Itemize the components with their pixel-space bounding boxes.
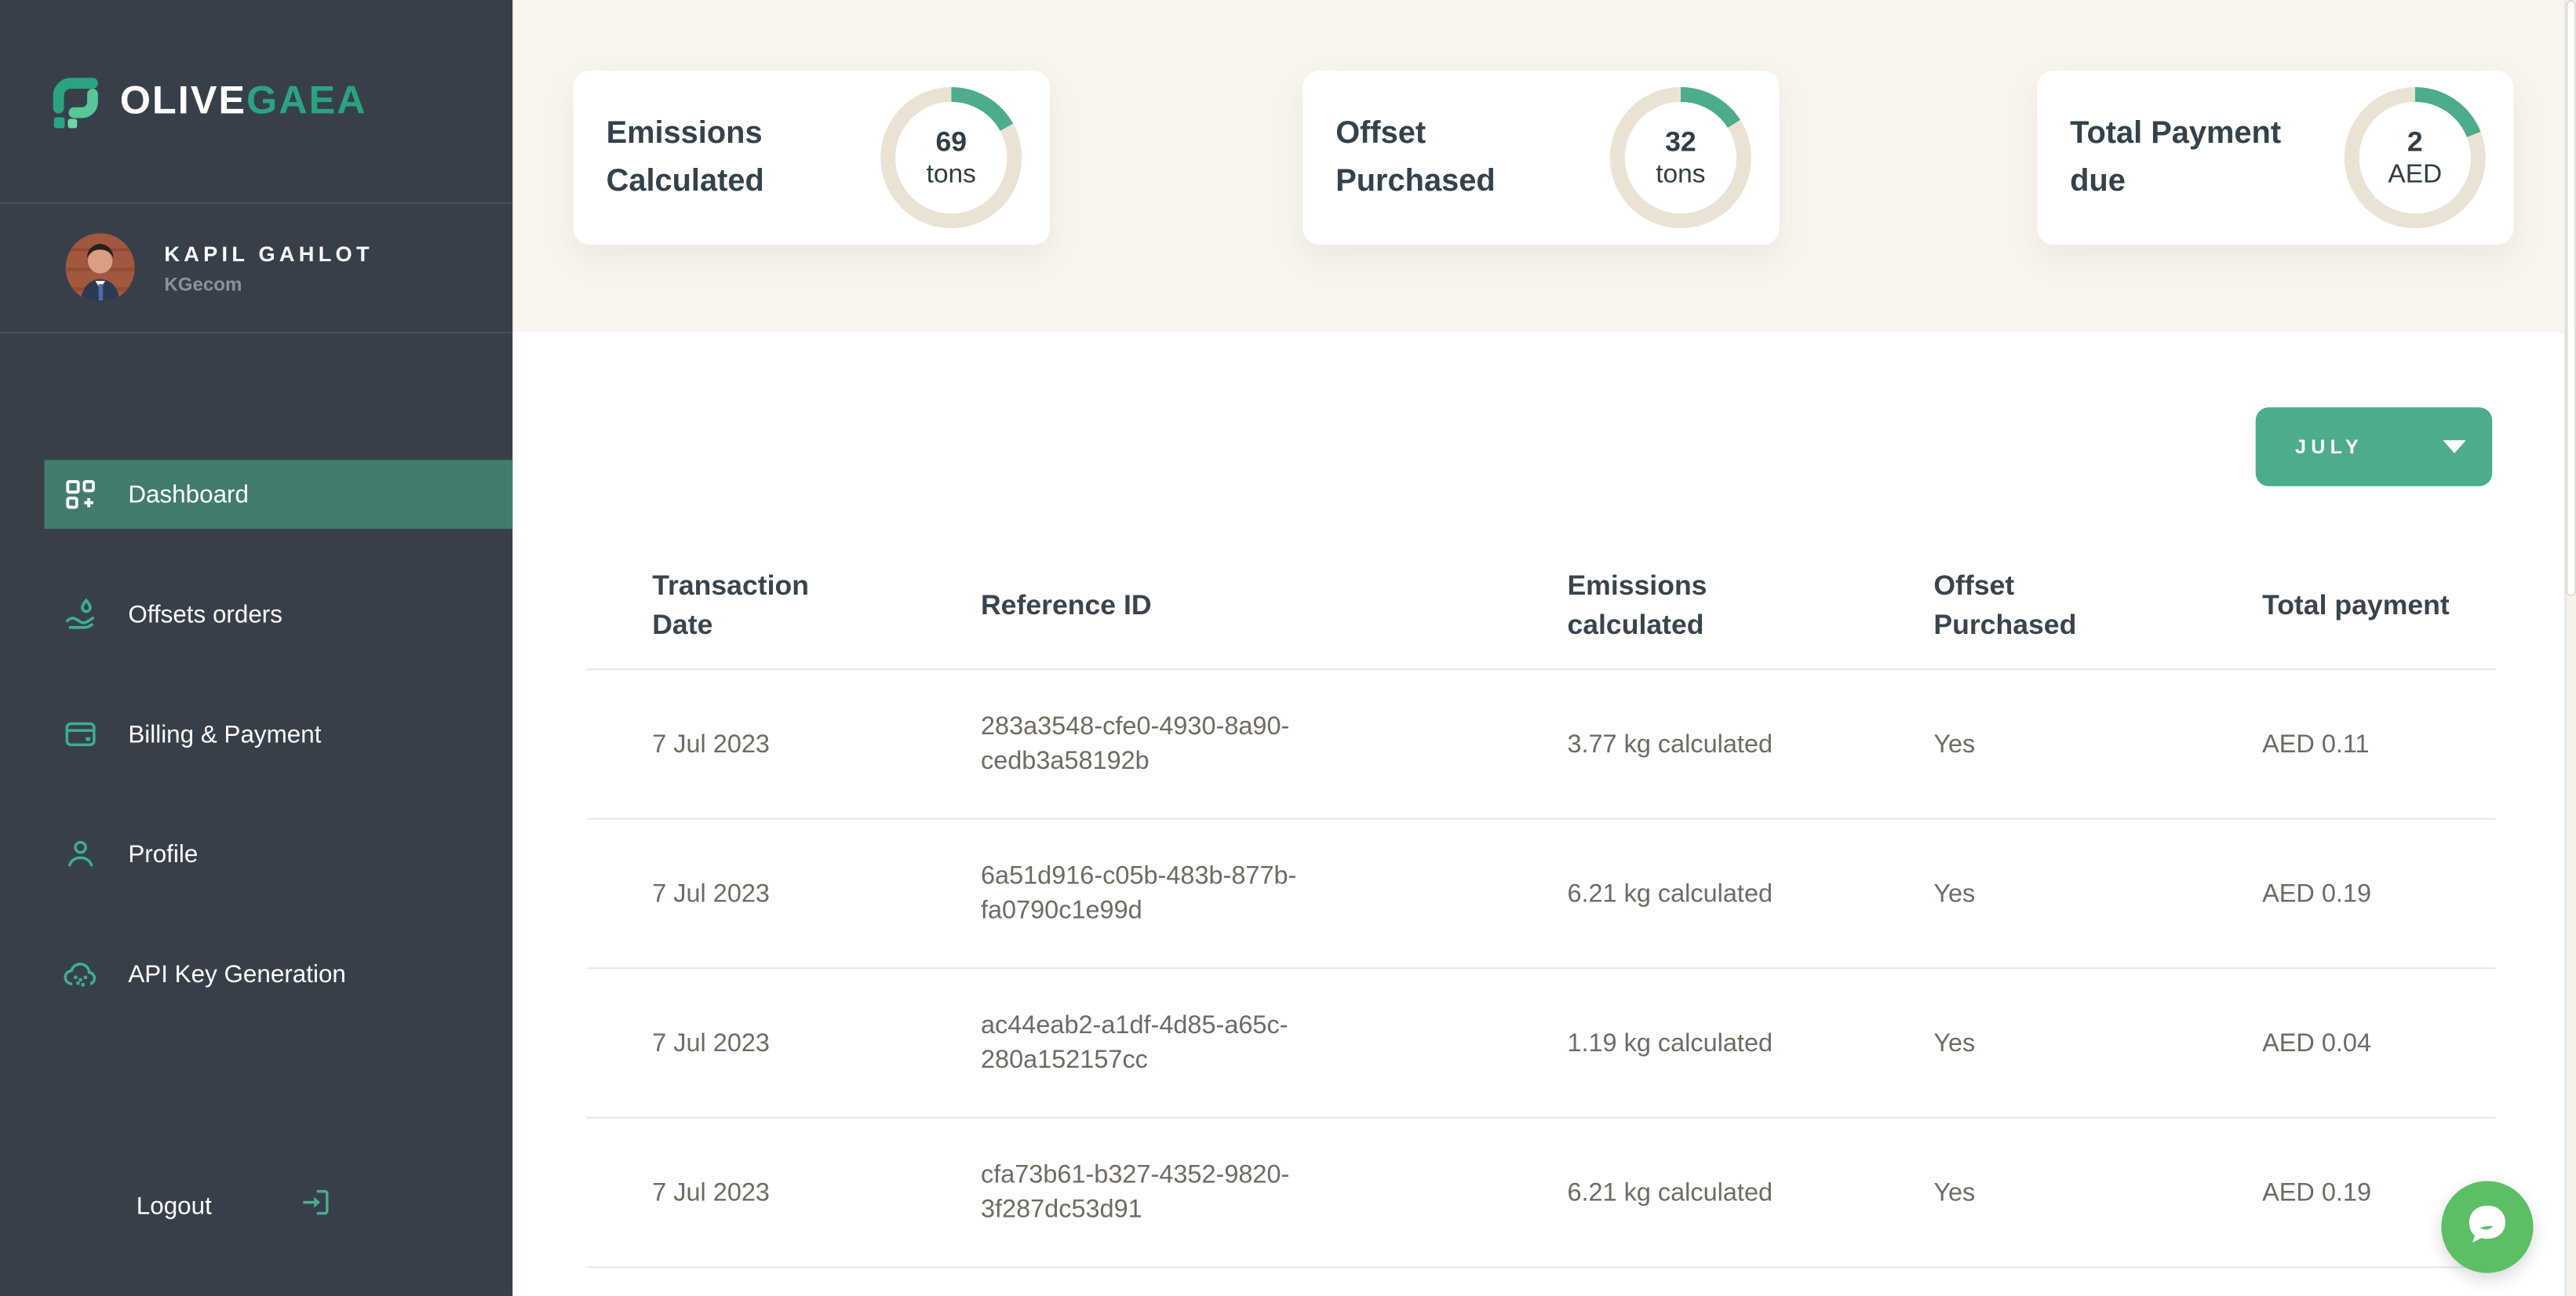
column-header-offset-purchased: Offset Purchased: [1933, 569, 2077, 640]
dashboard-grid-icon: [60, 475, 100, 514]
sidebar-item-billing-payment[interactable]: Billing & Payment: [0, 700, 512, 769]
cell-reference-id: 283a3548-cfe0-4930-8a90-cedb3a58192b: [980, 712, 1290, 776]
column-header-total-payment: Total payment: [2262, 588, 2450, 621]
user-company: KGecom: [164, 275, 242, 295]
chevron-down-icon: [2443, 440, 2466, 453]
sidebar-item-dashboard[interactable]: Dashboard: [44, 460, 513, 530]
cell-reference-id: cfa73b61-b327-4352-9820-3f287dc53d91: [980, 1161, 1290, 1224]
sidebar-item-profile[interactable]: Profile: [0, 820, 512, 889]
stat-title: Offset Purchased: [1335, 116, 1496, 199]
cell-offset: Yes: [1933, 1028, 1976, 1058]
stat-title: Total Payment due: [2070, 116, 2282, 199]
stat-unit: tons: [1656, 160, 1706, 188]
sidebar-item-offsets-orders[interactable]: Offsets orders: [0, 580, 512, 649]
content-panel: JULY Transaction Date Reference ID Emiss…: [512, 331, 2576, 1296]
table-row: 7 Jul 2023 283a3548-cfe0-4930-8a90-cedb3…: [586, 670, 2496, 820]
sidebar-item-label: API Key Generation: [128, 959, 346, 988]
emissions-donut-chart: 69 tons: [880, 86, 1022, 229]
stat-unit: AED: [2388, 160, 2443, 188]
cell-offset: Yes: [1933, 730, 1976, 759]
logout-button[interactable]: Logout: [137, 1186, 332, 1227]
scrollbar-thumb[interactable]: [2566, 0, 2576, 596]
month-filter-dropdown[interactable]: JULY: [2255, 407, 2493, 486]
stat-card-total-payment-due: Total Payment due 2 AED: [2037, 71, 2514, 245]
table-row: 7 Jul 2023 cfa73b61-b327-4352-9820-3f287…: [586, 1119, 2496, 1269]
column-header-transaction-date: Transaction Date: [652, 569, 810, 640]
sidebar-divider: [0, 202, 513, 204]
cell-payment: AED 0.11: [2262, 730, 2370, 759]
logo: OLIVEGAEA: [0, 0, 512, 137]
cell-payment: AED 0.04: [2262, 1028, 2372, 1058]
cell-emissions: 1.19 kg calculated: [1567, 1028, 1773, 1058]
stat-value: 2: [2407, 126, 2423, 157]
user-name: KAPIL GAHLOT: [164, 240, 373, 266]
cell-transaction-date: 7 Jul 2023: [652, 730, 770, 759]
stat-value: 32: [1665, 126, 1696, 157]
chat-bubble-icon: [2459, 1196, 2515, 1257]
transactions-table: Transaction Date Reference ID Emissions …: [586, 542, 2496, 1269]
cell-transaction-date: 7 Jul 2023: [652, 879, 770, 908]
cell-payment: AED 0.19: [2262, 879, 2372, 908]
cell-offset: Yes: [1933, 1178, 1976, 1207]
sidebar-divider: [0, 331, 513, 334]
credit-card-icon: [60, 715, 100, 754]
cell-transaction-date: 7 Jul 2023: [652, 1028, 770, 1058]
payment-donut-chart: 2 AED: [2344, 86, 2486, 229]
user-profile[interactable]: KAPIL GAHLOT KGecom: [0, 204, 512, 332]
table-row: 7 Jul 2023 ac44eab2-a1df-4d85-a65c-280a1…: [586, 969, 2496, 1119]
cell-reference-id: 6a51d916-c05b-483b-877b-fa0790c1e99d: [980, 862, 1297, 925]
sidebar-item-label: Dashboard: [128, 480, 249, 509]
logo-icon: [53, 77, 98, 128]
table-header-row: Transaction Date Reference ID Emissions …: [586, 542, 2496, 671]
stat-unit: tons: [926, 160, 976, 188]
scrollbar[interactable]: [2564, 0, 2576, 1296]
sidebar-item-label: Billing & Payment: [128, 720, 322, 748]
person-icon: [60, 835, 100, 874]
sidebar: OLIVEGAEA KAPIL GAHLOT KGecom: [0, 0, 513, 1296]
stat-value: 69: [935, 126, 967, 157]
cell-emissions: 6.21 kg calculated: [1567, 879, 1773, 908]
cell-transaction-date: 7 Jul 2023: [652, 1178, 770, 1207]
cell-payment: AED 0.19: [2262, 1178, 2372, 1207]
cell-emissions: 6.21 kg calculated: [1567, 1178, 1773, 1207]
logout-icon: [299, 1186, 332, 1227]
month-filter-label: JULY: [2294, 435, 2364, 459]
chat-launcher-button[interactable]: [2441, 1181, 2534, 1273]
hand-droplet-icon: [60, 595, 100, 634]
brand-name: OLIVEGAEA: [119, 78, 367, 122]
stat-title: Emissions Calculated: [606, 116, 764, 199]
column-header-reference-id: Reference ID: [980, 588, 1152, 621]
stat-card-offset-purchased: Offset Purchased 32 tons: [1303, 71, 1780, 245]
table-row: 7 Jul 2023 6a51d916-c05b-483b-877b-fa079…: [586, 820, 2496, 970]
cell-emissions: 3.77 kg calculated: [1567, 730, 1773, 759]
sidebar-item-label: Profile: [128, 839, 199, 868]
main-content: Emissions Calculated 69 tons Offset Purc…: [512, 0, 2576, 1296]
avatar: [65, 233, 135, 303]
stat-card-emissions-calculated: Emissions Calculated 69 tons: [573, 71, 1050, 245]
sidebar-nav: Dashboard Offsets orders: [0, 460, 513, 1059]
cell-reference-id: ac44eab2-a1df-4d85-a65c-280a152157cc: [980, 1011, 1288, 1075]
user-info: KAPIL GAHLOT KGecom: [164, 241, 373, 295]
logout-label: Logout: [136, 1192, 212, 1221]
offset-donut-chart: 32 tons: [1609, 86, 1751, 229]
cloud-api-icon: [60, 954, 100, 993]
sidebar-item-api-key-generation[interactable]: API Key Generation: [0, 940, 512, 1009]
sidebar-item-label: Offsets orders: [128, 600, 282, 628]
cell-offset: Yes: [1933, 879, 1976, 908]
column-header-emissions-calculated: Emissions calculated: [1567, 569, 1707, 640]
